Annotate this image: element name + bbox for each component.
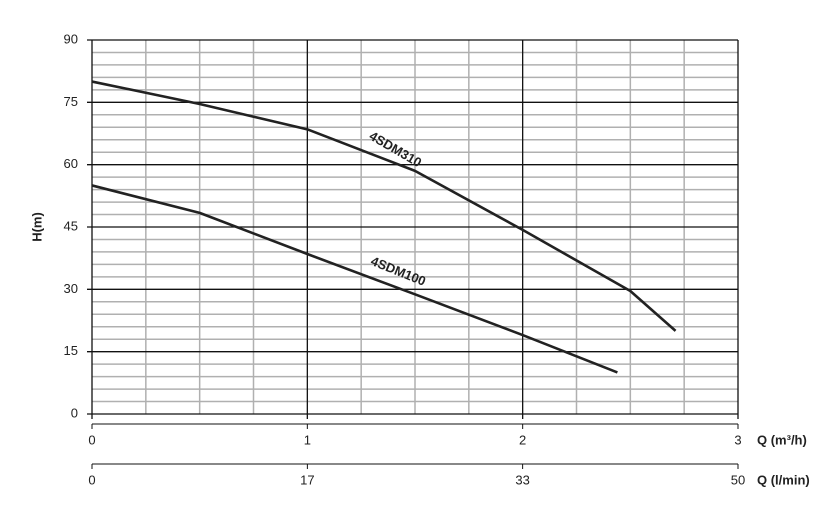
x2-tick-label: 33 xyxy=(515,472,529,487)
x2-axis-label: Q (l/min) xyxy=(757,472,810,487)
x-tick-label: 1 xyxy=(304,432,311,447)
y-tick-label: 60 xyxy=(64,156,78,171)
curve xyxy=(91,184,618,374)
y-tick-label: 75 xyxy=(64,94,78,109)
x-tick-label: 2 xyxy=(519,432,526,447)
curve-label: 4SDM100 xyxy=(369,253,428,289)
y-tick-label: 15 xyxy=(64,343,78,358)
x2-tick-label: 50 xyxy=(731,472,745,487)
y-axis-label: H(m) xyxy=(29,212,44,242)
x2-tick-label: 0 xyxy=(88,472,95,487)
y-tick-label: 45 xyxy=(64,218,78,233)
curve xyxy=(91,80,677,332)
x2-tick-label: 17 xyxy=(300,472,314,487)
x-tick-label: 0 xyxy=(88,432,95,447)
x-axis-label: Q (m³/h) xyxy=(757,432,807,447)
y-tick-label: 90 xyxy=(64,31,78,46)
y-tick-label: 30 xyxy=(64,281,78,296)
y-tick-label: 0 xyxy=(71,405,78,420)
x-tick-label: 3 xyxy=(734,432,741,447)
